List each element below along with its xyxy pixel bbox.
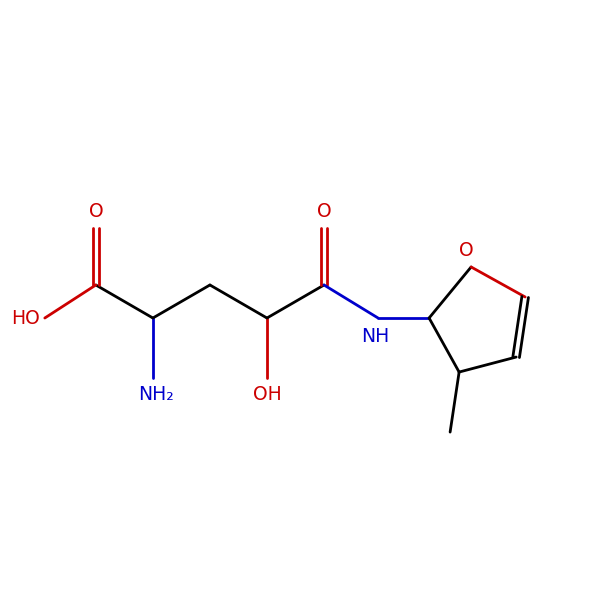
Text: NH: NH bbox=[361, 327, 389, 346]
Text: NH₂: NH₂ bbox=[138, 385, 174, 404]
Text: HO: HO bbox=[11, 308, 40, 328]
Text: OH: OH bbox=[253, 385, 281, 404]
Text: O: O bbox=[459, 241, 473, 260]
Text: O: O bbox=[317, 202, 331, 221]
Text: O: O bbox=[89, 202, 103, 221]
